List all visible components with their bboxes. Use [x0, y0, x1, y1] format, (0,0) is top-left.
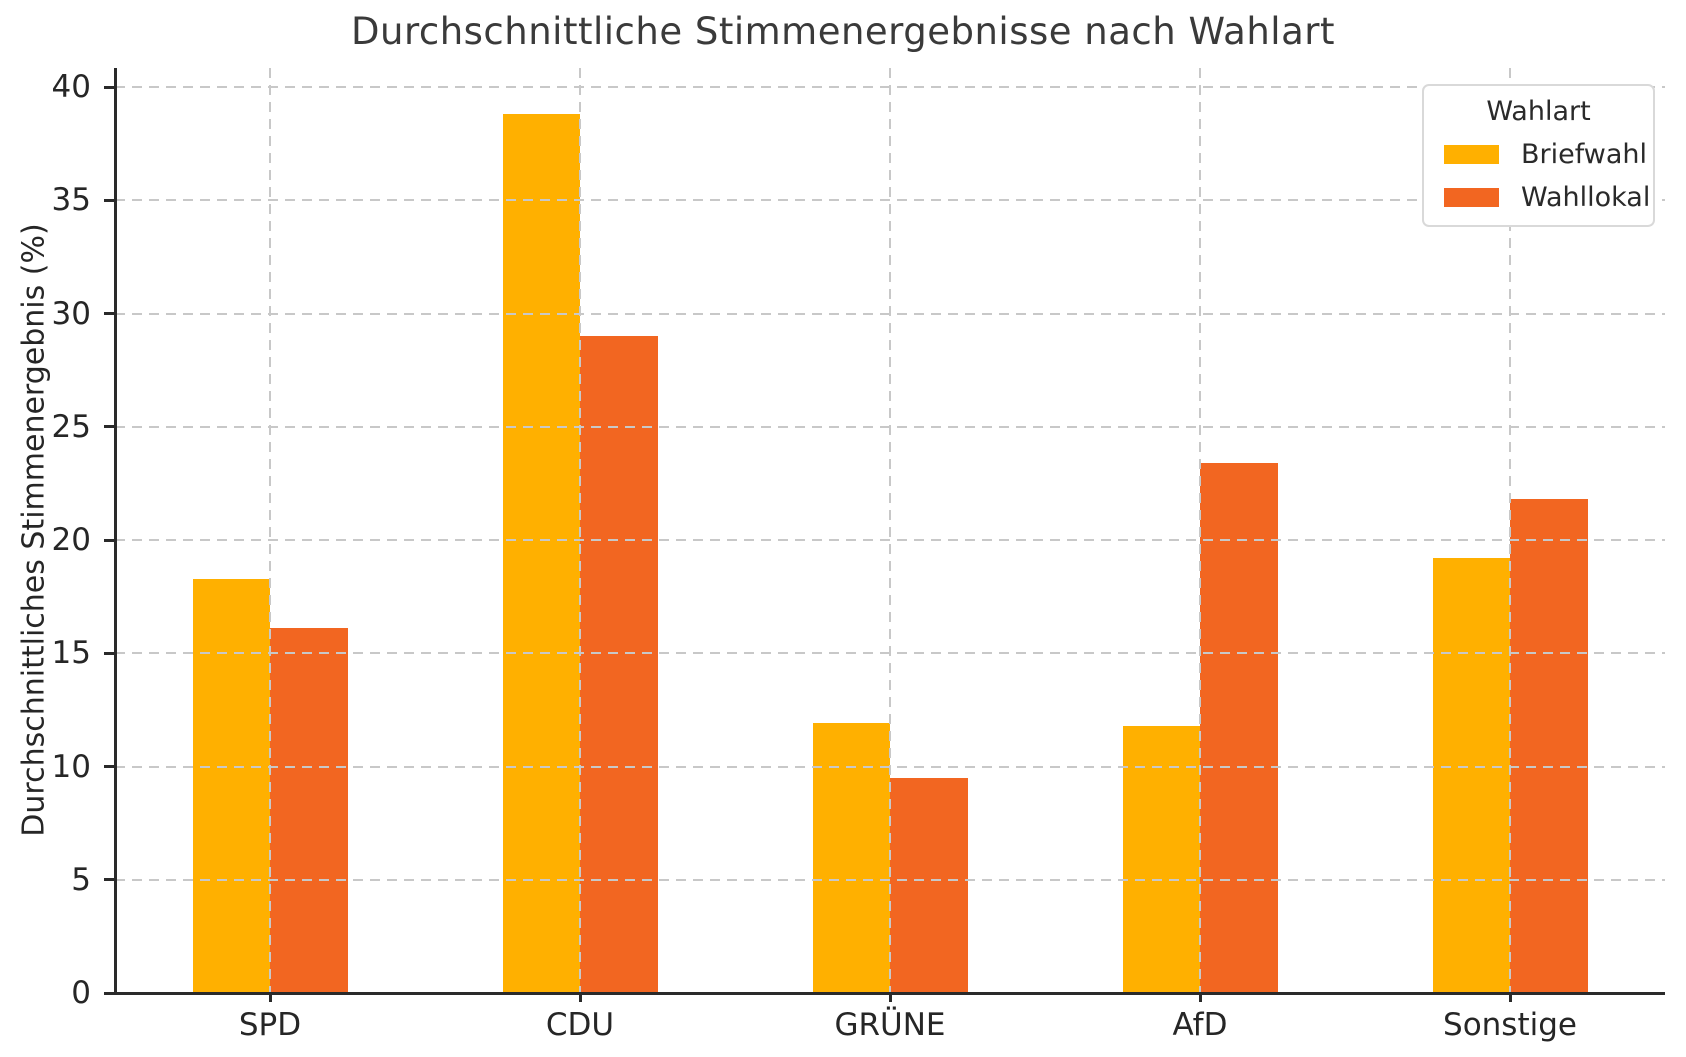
x-tick-label: SPD — [238, 1007, 302, 1043]
x-tick-label: CDU — [545, 1007, 615, 1043]
bar-briefwahl-sonstige — [1432, 558, 1510, 993]
bar-wahllokal-spd — [270, 628, 348, 993]
bar-briefwahl-grüne — [812, 723, 890, 993]
chart-title: Durchschnittliche Stimmenergebnisse nach… — [351, 10, 1335, 53]
bar-briefwahl-spd — [192, 578, 270, 993]
y-tick-mark — [104, 878, 115, 882]
bar-wahllokal-grüne — [890, 777, 968, 993]
x-tick-mark — [268, 993, 272, 1002]
x-tick-label: GRÜNE — [834, 1007, 946, 1043]
y-axis-spine — [113, 68, 117, 993]
x-tick-mark — [888, 993, 892, 1002]
x-tick-label: Sonstige — [1443, 1007, 1577, 1043]
y-tick-mark — [104, 85, 115, 89]
y-tick-label: 5 — [71, 861, 91, 898]
y-tick-mark — [104, 651, 115, 655]
x-tick-label: AfD — [1172, 1007, 1228, 1043]
legend-title: Wahlart — [1486, 96, 1591, 127]
y-tick-label: 10 — [51, 748, 91, 785]
y-tick-mark — [104, 425, 115, 429]
y-tick-mark — [104, 991, 115, 995]
y-tick-label: 35 — [51, 182, 91, 219]
legend-item-wahllokal: Wahllokal — [1444, 182, 1650, 213]
legend: Wahlart Briefwahl Wahllokal — [1422, 84, 1655, 227]
y-tick-mark — [104, 198, 115, 202]
y-tick-mark — [104, 765, 115, 768]
bar-wahllokal-afd — [1200, 463, 1278, 993]
bars-layer — [115, 68, 1665, 993]
y-tick-label: 20 — [51, 522, 91, 558]
y-tick-mark — [104, 538, 115, 542]
x-tick-mark — [578, 993, 582, 1002]
bar-briefwahl-afd — [1122, 725, 1200, 993]
y-tick-label: 15 — [51, 635, 91, 672]
y-tick-label: 25 — [51, 408, 91, 445]
legend-swatch-wahllokal — [1444, 188, 1499, 207]
legend-swatch-briefwahl — [1444, 145, 1499, 164]
legend-items: Briefwahl Wahllokal — [1436, 139, 1650, 213]
y-tick-label: 40 — [51, 69, 91, 106]
y-tick-label: 30 — [51, 295, 91, 332]
legend-label: Wahllokal — [1521, 182, 1651, 213]
bar-wahllokal-sonstige — [1510, 499, 1588, 993]
plot-area: Wahlart Briefwahl Wahllokal 0 5 10 15 20 25 30 3… — [52, 68, 1665, 1043]
x-tick-mark — [1198, 993, 1202, 1002]
legend-label: Briefwahl — [1521, 139, 1648, 170]
bar-briefwahl-cdu — [502, 114, 580, 993]
y-tick-mark — [104, 312, 115, 316]
y-tick-label: 0 — [71, 975, 91, 1011]
x-tick-mark — [1508, 993, 1512, 1002]
legend-item-briefwahl: Briefwahl — [1444, 139, 1647, 170]
bar-wahllokal-cdu — [580, 336, 658, 993]
y-axis-label: Durchschnittliches Stimmenergebnis (%) — [16, 223, 52, 837]
